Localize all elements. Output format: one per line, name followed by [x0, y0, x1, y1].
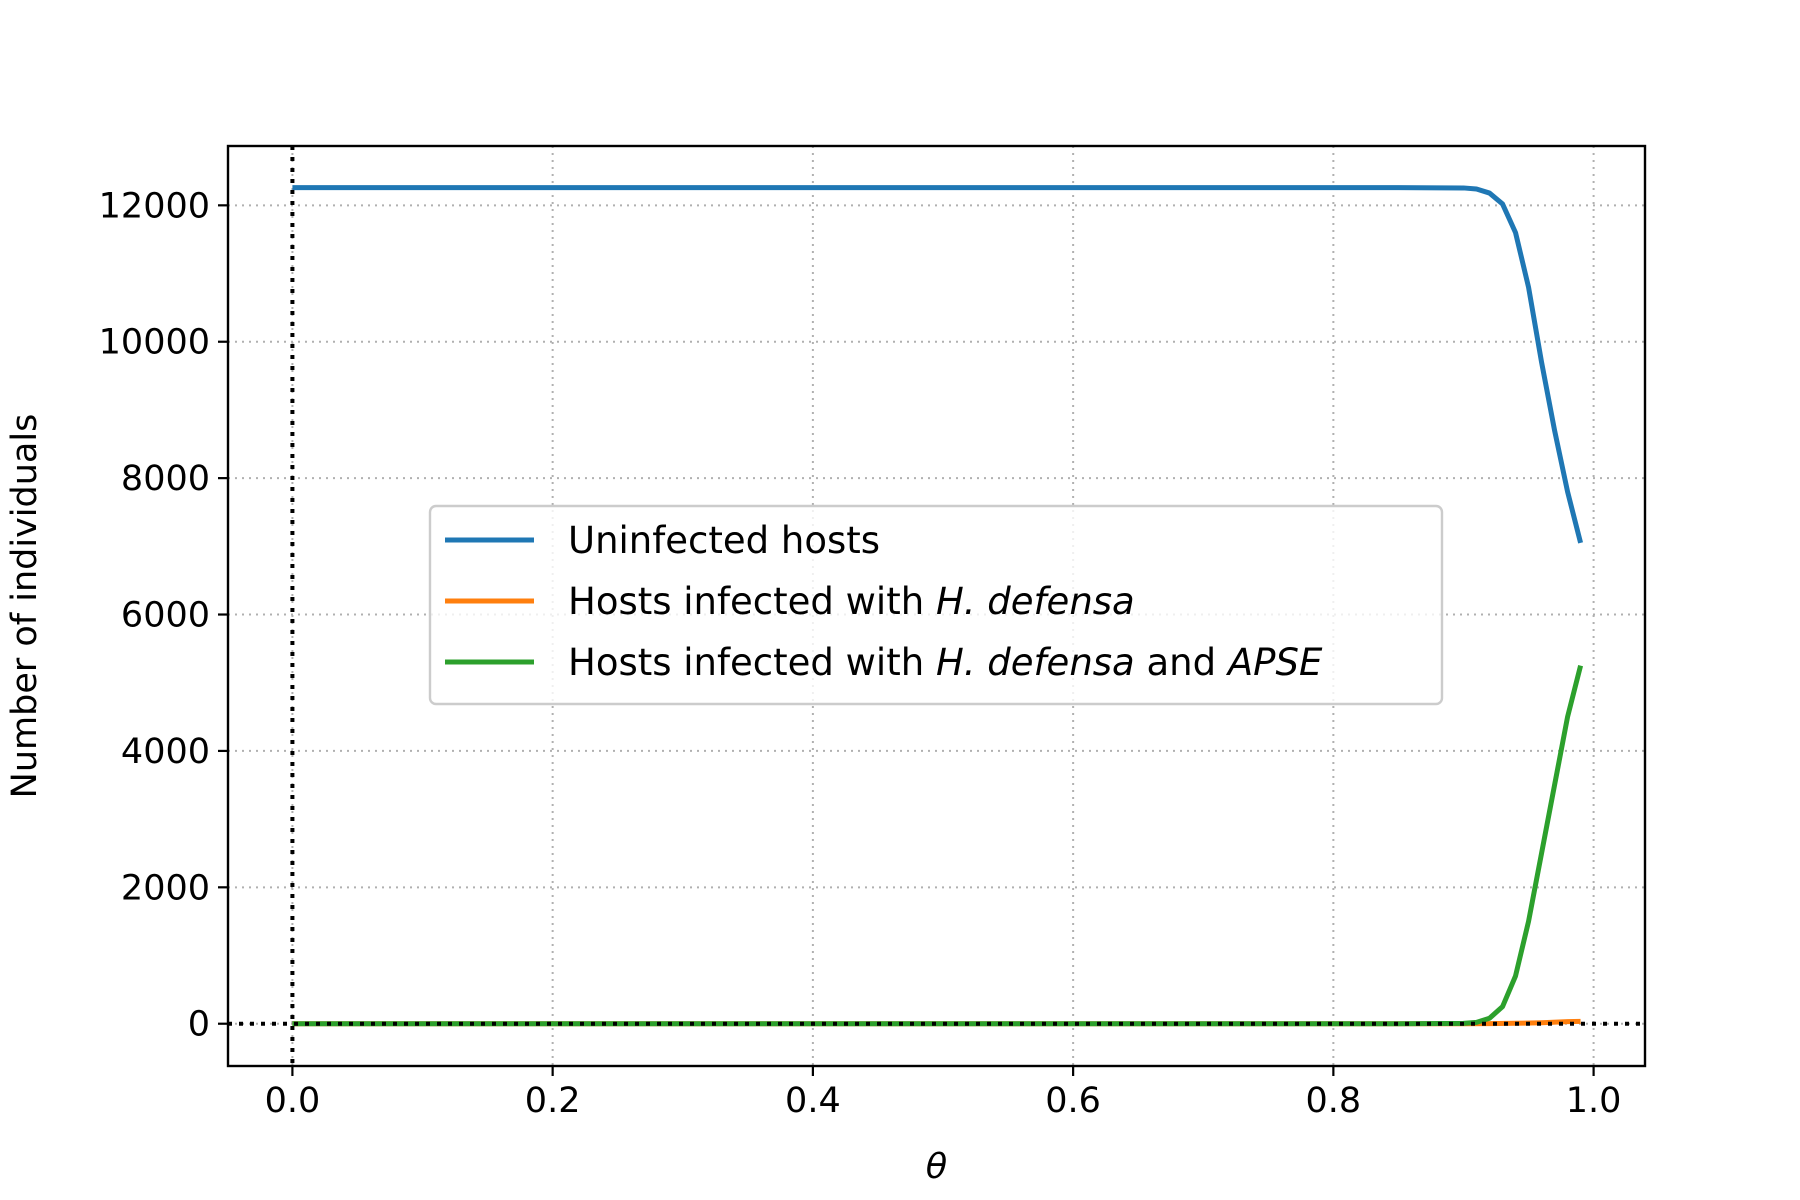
axis-ticks: 0.0 0.2 0.4 0.6 0.8 1.0 0 2000 4000 6000 8000 10000…: [99, 186, 1622, 1121]
x-tick-label: 1.0: [1566, 1081, 1622, 1121]
legend-label-segment: Hosts infected with: [568, 580, 936, 623]
legend-box: [428, 504, 1444, 706]
series-line-1: [292, 185, 1584, 544]
plot-frame: [226, 144, 1647, 1068]
legend-label-segment: H. defensa: [936, 641, 1135, 684]
y-tick-label: 12000: [99, 186, 210, 226]
y-tick-label: 6000: [121, 596, 210, 636]
legend-label-segment: and: [1135, 641, 1228, 684]
x-tick-label: 0.8: [1306, 1081, 1362, 1121]
legend-label-segment: Hosts infected with: [568, 641, 936, 684]
legend: Uninfected hosts Hosts infected with H. d…: [428, 504, 1444, 706]
x-tick-label: 0.4: [785, 1081, 841, 1121]
y-tick-label: 10000: [99, 323, 210, 363]
y-tick-label: 8000: [121, 459, 210, 499]
y-tick-label: 2000: [121, 868, 210, 908]
legend-label-segment: Uninfected hosts: [568, 519, 880, 562]
x-axis-label: θ: [926, 1147, 947, 1187]
legend-label-2: Hosts infected with H. defensa: [568, 580, 1135, 623]
legend-label-1: Uninfected hosts: [568, 519, 880, 562]
legend-label-3: Hosts infected with H. defensa and APSE: [568, 641, 1323, 684]
y-axis-label: Number of individuals: [5, 414, 45, 799]
y-tick-label: 4000: [121, 732, 210, 772]
x-tick-label: 0.2: [525, 1081, 581, 1121]
reference-lines: [228, 146, 1645, 1066]
x-tick-label: 0.0: [265, 1081, 321, 1121]
x-tick-label: 0.6: [1045, 1081, 1101, 1121]
y-tick-label: 0: [188, 1005, 210, 1045]
legend-label-segment: APSE: [1226, 641, 1323, 684]
legend-label-segment: H. defensa: [936, 580, 1135, 623]
